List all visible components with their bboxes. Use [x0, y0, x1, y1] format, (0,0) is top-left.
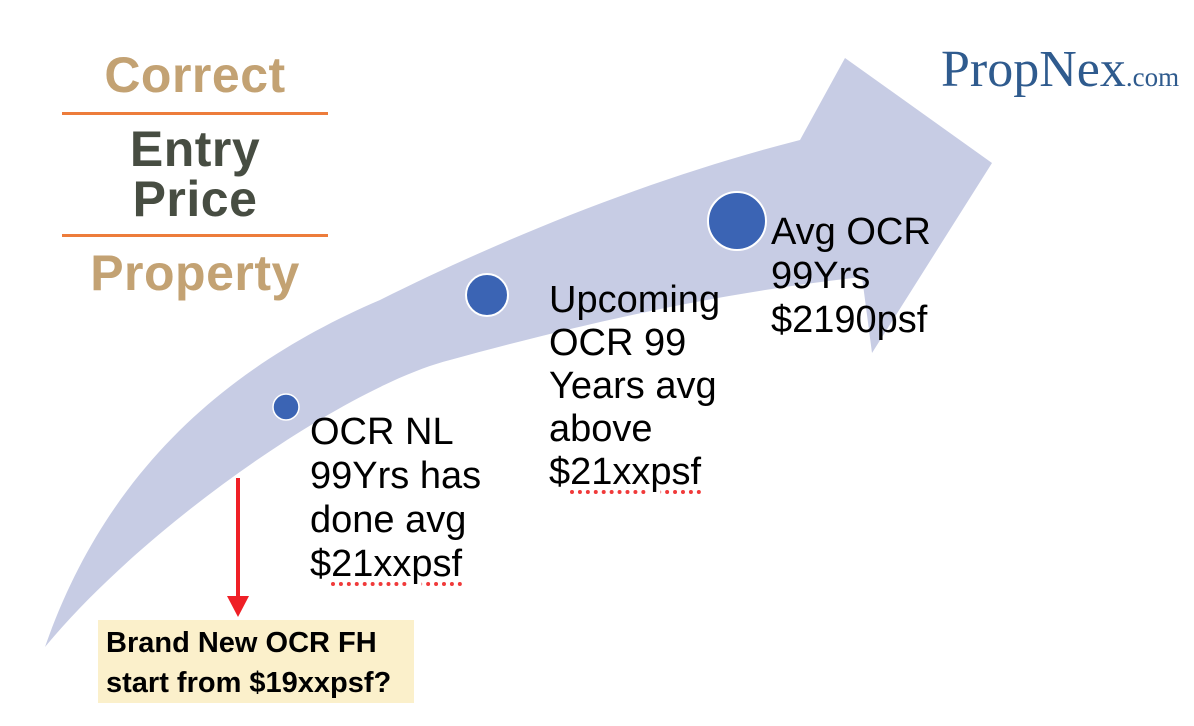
red-down-arrow-head — [227, 596, 249, 617]
callout-line: start from $19xxpsf? — [106, 667, 392, 699]
logo-line-correct: Correct — [104, 47, 286, 103]
price-currency: $ — [549, 451, 571, 493]
label-line: OCR 99 — [549, 322, 687, 364]
propnex-wordmark: PropNex — [941, 41, 1126, 98]
milestone-label-2: Upcoming OCR 99 Years avg above $21xxpsf — [549, 279, 720, 494]
propnex-logo: PropNex.com — [941, 44, 1179, 96]
callout-box: Brand New OCR FH start from $19xxpsf? — [98, 620, 414, 703]
label-line: Upcoming — [549, 279, 721, 321]
milestone-label-1: OCR NL 99Yrs has done avg $21xxpsf — [310, 410, 481, 586]
logo-divider-bottom — [62, 234, 328, 237]
label-line: 99Yrs — [771, 255, 871, 297]
logo-divider-top — [62, 112, 328, 115]
label-line: done avg — [310, 499, 467, 541]
logo-line-entry-price: Entry Price — [129, 121, 261, 227]
label-line: above — [549, 408, 653, 450]
correct-entry-price-logo: Correct Entry Price Property — [62, 40, 328, 308]
price-currency: $ — [310, 543, 332, 585]
callout-line: Brand New OCR FH — [106, 627, 377, 659]
milestone-dot-1 — [272, 393, 300, 421]
label-price: $21xxpsf — [549, 451, 720, 494]
label-line: $2190psf — [771, 299, 928, 341]
label-line: Avg OCR — [771, 211, 931, 253]
label-price: $21xxpsf — [310, 542, 481, 586]
label-line: OCR NL — [310, 411, 454, 453]
label-line: Years avg — [549, 365, 717, 407]
propnex-domain-suffix: .com — [1125, 62, 1180, 92]
price-value-underlined: 21xxpsf — [570, 451, 702, 493]
milestone-dot-3 — [707, 191, 767, 251]
logo-line-property: Property — [90, 245, 300, 301]
milestone-label-3: Avg OCR 99Yrs $2190psf — [771, 210, 931, 342]
milestone-dot-2 — [465, 273, 509, 317]
label-line: 99Yrs has — [310, 455, 482, 497]
price-value-underlined: 21xxpsf — [331, 543, 463, 585]
